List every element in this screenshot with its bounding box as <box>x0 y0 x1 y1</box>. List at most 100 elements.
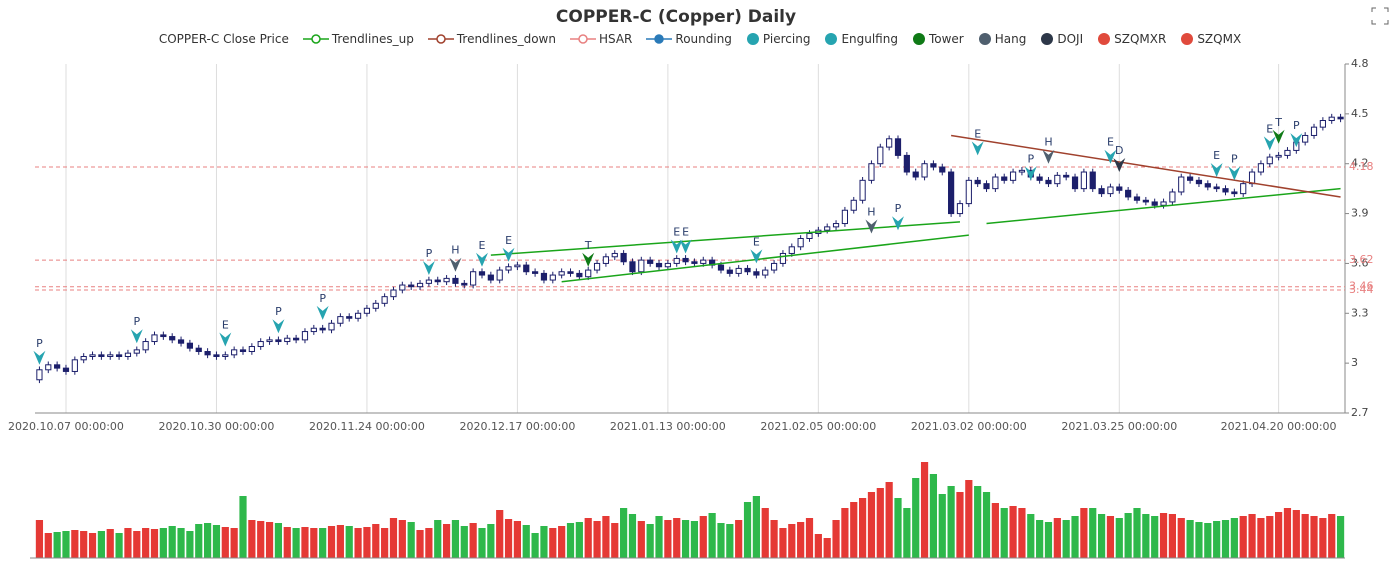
legend-label: Trendlines_up <box>331 32 414 46</box>
legend-icon <box>1098 33 1111 45</box>
volume-bar <box>407 522 415 558</box>
candle-body <box>363 307 371 314</box>
candle-body <box>779 252 787 264</box>
candle-body <box>231 349 238 356</box>
y-tick-label: 4.5 <box>1351 107 1369 120</box>
volume-bar <box>265 522 274 558</box>
volume-bar <box>770 520 778 558</box>
legend-item[interactable]: SZQMX <box>1180 32 1241 46</box>
pattern-marker <box>1272 129 1285 144</box>
pattern-marker <box>1228 166 1241 181</box>
legend-item[interactable]: HSAR <box>569 32 633 46</box>
pattern-marker <box>865 219 878 234</box>
x-tick-label: 2021.01.13 00:00:00 <box>610 420 726 433</box>
fullscreen-icon[interactable] <box>1371 7 1389 25</box>
legend-item[interactable]: SZQMXR <box>1097 32 1166 46</box>
candle-body <box>1063 174 1070 178</box>
candle-body <box>788 246 795 254</box>
candle-body <box>700 259 707 264</box>
legend-item[interactable]: Rounding <box>646 32 732 46</box>
legend-dot <box>825 33 838 45</box>
volume-bar <box>841 508 849 558</box>
legend-label: HSAR <box>598 32 633 46</box>
candle-body <box>655 262 663 268</box>
candle-body <box>1160 201 1167 206</box>
volume-bar <box>133 531 141 558</box>
candle-body <box>726 269 733 274</box>
candle-body <box>717 264 725 271</box>
legend-item[interactable]: Trendlines_up <box>302 32 414 46</box>
legend-label: Rounding <box>675 32 732 46</box>
chart-title: COPPER-C (Copper) Daily <box>556 7 796 27</box>
x-tick-label: 2021.04.20 00:00:00 <box>1221 420 1337 433</box>
trendline <box>986 187 1341 225</box>
volume-bar <box>248 520 256 558</box>
volume-bar <box>1124 513 1132 558</box>
candle-body <box>89 354 96 357</box>
volume-bar <box>124 528 132 558</box>
candle-body <box>1284 149 1291 156</box>
volume-bar <box>327 526 336 558</box>
legend-icon <box>1181 33 1194 45</box>
pattern-label: P <box>426 247 433 260</box>
legend-label: Tower <box>928 32 964 46</box>
candle-body <box>354 312 362 319</box>
volume-bar <box>1036 520 1044 558</box>
volume-bar <box>717 523 725 558</box>
candle-body <box>1036 176 1043 181</box>
volume-bar <box>912 478 920 558</box>
legend-dot <box>1181 33 1194 45</box>
x-tick-label: 2020.11.24 00:00:00 <box>309 420 425 433</box>
volume-bar <box>301 527 309 558</box>
volume-bar <box>1000 508 1008 558</box>
volume-bar <box>920 462 929 558</box>
candle-body <box>98 354 105 357</box>
pattern-label: E <box>974 127 981 140</box>
candle-body <box>806 233 813 239</box>
candle-body <box>487 274 494 281</box>
legend-dot <box>1041 33 1054 45</box>
volume-bar <box>1275 512 1283 558</box>
legend-item[interactable]: Piercing <box>746 32 810 46</box>
volume-bar <box>1115 518 1123 558</box>
volume-bar <box>735 520 743 558</box>
candle-body <box>160 334 167 338</box>
volume-bar <box>522 525 530 558</box>
candle-body <box>1133 196 1141 201</box>
pattern-label: H <box>1044 136 1052 149</box>
candle-body <box>239 349 247 353</box>
candle-body <box>877 146 884 165</box>
pattern-label: E <box>479 239 486 252</box>
pattern-marker <box>449 257 462 272</box>
legend-dot <box>978 33 991 45</box>
legend-item[interactable]: Engulfing <box>824 32 898 46</box>
candle-body <box>558 271 565 276</box>
legend-icon <box>978 33 991 45</box>
legend-ring <box>654 34 665 44</box>
candle-body <box>868 163 875 181</box>
volume-bar <box>876 488 884 558</box>
volume-bar <box>1283 508 1292 558</box>
volume-bar <box>938 494 946 558</box>
legend-item[interactable]: DOJI <box>1040 32 1083 46</box>
legend-ring <box>436 34 446 44</box>
volume-bar <box>655 516 663 558</box>
candle-body <box>1080 171 1087 190</box>
candle-body <box>177 339 185 344</box>
pattern-marker <box>670 239 683 254</box>
volume-bar <box>221 527 229 558</box>
legend-item[interactable]: Tower <box>912 32 964 46</box>
candle-body <box>222 354 229 357</box>
volume-bar <box>1204 523 1212 558</box>
volume-bar <box>354 528 362 558</box>
candle-body <box>45 364 52 371</box>
legend-item[interactable]: Hang <box>978 32 1026 46</box>
legend-item[interactable]: Trendlines_down <box>427 32 556 46</box>
volume-bar <box>859 498 867 558</box>
volume-bar <box>274 523 283 558</box>
candle-body <box>850 199 857 211</box>
candle-body <box>1142 199 1149 203</box>
legend-item[interactable]: COPPER-C Close Price <box>159 32 289 46</box>
